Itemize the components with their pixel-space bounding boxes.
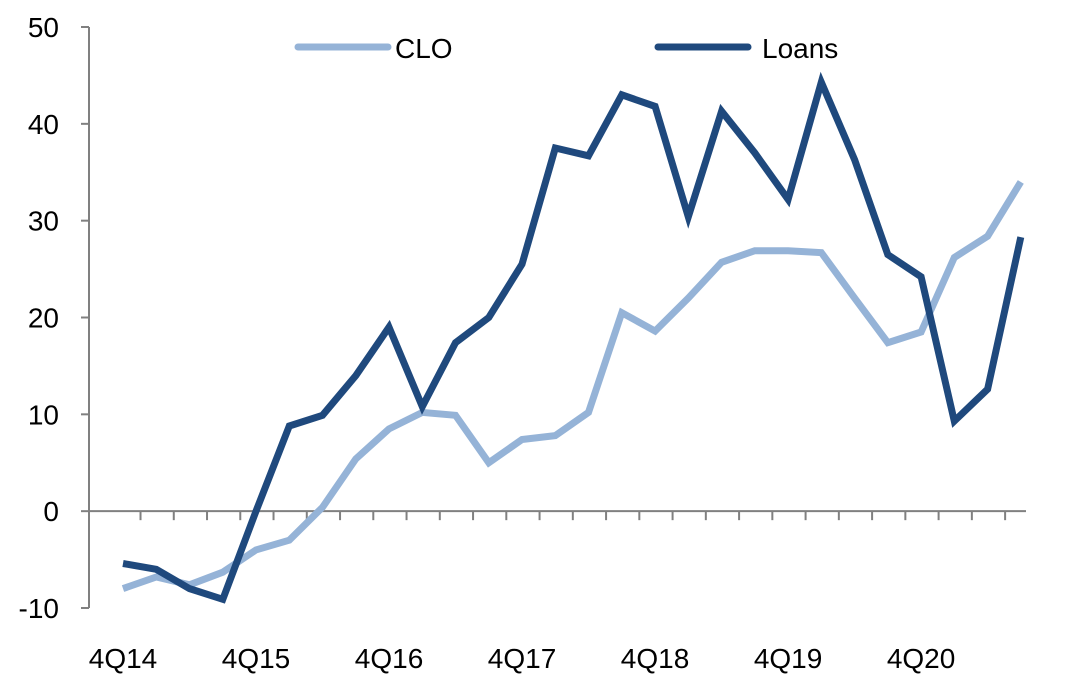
y-axis-labels: -10 0 10 20 30 40 50: [19, 12, 59, 624]
y-tick-label: 10: [28, 399, 59, 430]
chart-axes: [81, 26, 1026, 609]
y-tick-label: 40: [28, 109, 59, 140]
x-tick-label: 4Q14: [89, 643, 158, 674]
legend-label-loans: Loans: [762, 33, 838, 64]
legend-label-clo: CLO: [395, 33, 453, 64]
y-tick-label: 50: [28, 12, 59, 43]
x-tick-label: 4Q17: [488, 643, 557, 674]
y-tick-label: 20: [28, 303, 59, 334]
legend-entry-clo: CLO: [294, 33, 453, 64]
legend-entry-loans: Loans: [654, 33, 838, 64]
series-line-loans: [122, 71, 1025, 604]
legend: CLO Loans: [294, 33, 838, 64]
y-tick-label: -10: [19, 593, 59, 624]
series-lines: [121, 71, 1025, 604]
x-axis-labels: 4Q14 4Q15 4Q16 4Q17 4Q18 4Q19 4Q20: [89, 643, 956, 674]
x-tick-label: 4Q16: [355, 643, 424, 674]
x-tick-label: 4Q20: [887, 643, 956, 674]
x-tick-label: 4Q18: [621, 643, 690, 674]
y-tick-label: 30: [28, 206, 59, 237]
x-tick-label: 4Q15: [222, 643, 291, 674]
series-line-clo: [121, 180, 1024, 592]
y-tick-label: 0: [43, 496, 59, 527]
x-tick-label: 4Q19: [754, 643, 823, 674]
